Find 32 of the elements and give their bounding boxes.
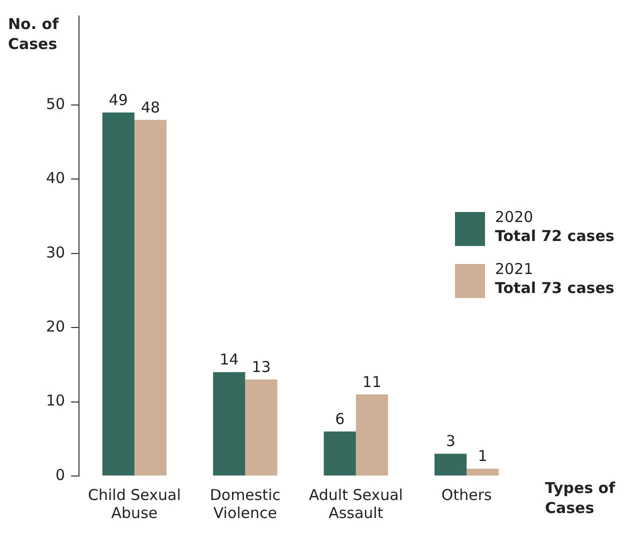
y-axis-title: No. of Cases: [8, 14, 60, 54]
bar: [213, 372, 246, 476]
annotation: Total 72 cases: [495, 227, 614, 246]
bar: [245, 380, 278, 476]
x-tick-label: Adult Sexual Assault: [308, 486, 403, 522]
data-label: 13: [252, 358, 271, 376]
bar: [434, 454, 467, 476]
x-tick-label: Others: [441, 486, 492, 504]
bar: [102, 112, 134, 476]
data-label: 1: [478, 446, 488, 465]
text: 2021: [495, 260, 534, 279]
data-label: 6: [335, 410, 345, 428]
y-tick-label: 0: [56, 466, 66, 484]
data-label: 3: [446, 432, 456, 450]
y-tick-label: 30: [46, 243, 66, 262]
x-axis-title: Types of Cases: [545, 478, 616, 518]
bar: [466, 468, 499, 476]
y-tick-label: 40: [46, 169, 66, 188]
data-label: 11: [362, 372, 382, 391]
bar: [324, 431, 356, 476]
annotation: Total 73 cases: [495, 279, 614, 298]
x-tick-label: Child Sexual Abuse: [88, 486, 181, 522]
data-label: 14: [220, 350, 239, 369]
bar: [356, 394, 388, 476]
y-tick-label: 10: [46, 392, 66, 410]
y-tick-label: 50: [46, 94, 66, 113]
y-tick-label: 20: [46, 318, 66, 336]
data-label: 48: [140, 98, 160, 116]
data-label: 49: [108, 90, 128, 109]
bar: [134, 120, 167, 476]
text: 2020: [495, 208, 534, 227]
x-tick-label: Domestic Violence: [210, 486, 281, 522]
